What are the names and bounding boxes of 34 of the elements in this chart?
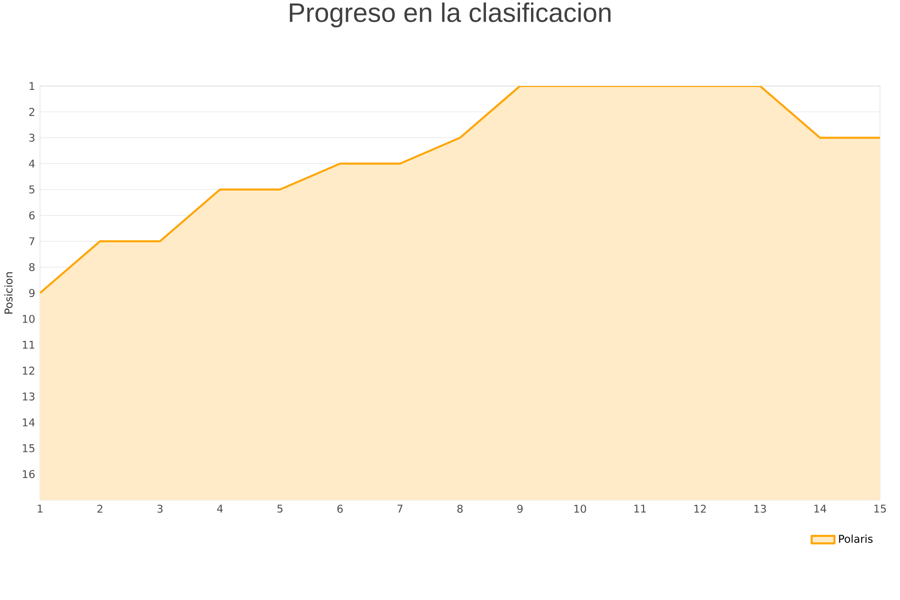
x-tick-label: 13 <box>754 504 766 513</box>
x-tick-label: 1 <box>38 504 42 512</box>
x-tick-label: 10 <box>574 504 586 513</box>
y-tick-label: 9 <box>29 288 35 298</box>
y-tick-label: 11 <box>22 340 34 349</box>
y-tick-label: 13 <box>22 392 34 401</box>
y-tick-label: 12 <box>22 366 34 375</box>
x-tick-label: 12 <box>694 504 706 513</box>
chart-title: Progreso en la clasificacion <box>290 2 610 28</box>
x-tick-label: 8 <box>457 504 463 513</box>
y-tick-label: 16 <box>22 470 35 478</box>
y-tick-label: 1 <box>30 82 34 90</box>
x-tick-label: 6 <box>337 504 343 513</box>
y-tick-label: 14 <box>22 418 35 426</box>
x-tick-label: 2 <box>97 504 102 513</box>
y-tick-label: 6 <box>29 211 35 220</box>
x-tick-label: 14 <box>814 504 826 512</box>
x-tick-label: 3 <box>157 504 163 513</box>
y-tick-label: 5 <box>29 186 34 194</box>
y-tick-label: 3 <box>29 134 34 142</box>
y-tick-label: 7 <box>29 237 34 246</box>
y-tick-label: 15 <box>22 444 34 452</box>
x-tick-label: 7 <box>397 504 402 512</box>
x-tick-label: 4 <box>217 504 223 512</box>
x-tick-label: 9 <box>517 504 523 513</box>
y-tick-label: 8 <box>29 263 35 272</box>
y-axis-title: Posicion <box>4 272 13 314</box>
y-tick-label: 4 <box>29 160 35 168</box>
legend-label: Polaris <box>839 534 873 543</box>
x-tick-label: 5 <box>277 504 282 513</box>
x-tick-label: 15 <box>874 504 886 513</box>
y-tick-label: 2 <box>29 108 34 116</box>
y-tick-label: 10 <box>22 314 35 323</box>
x-tick-label: 11 <box>634 504 646 512</box>
